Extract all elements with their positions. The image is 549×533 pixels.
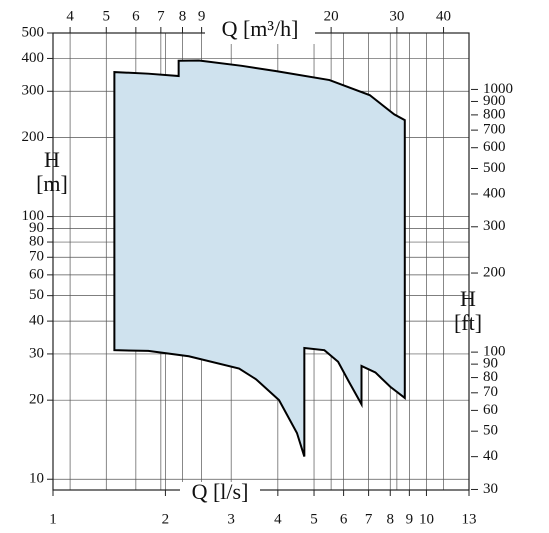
y2-tick-label: 400: [483, 185, 506, 201]
y-tick-label: 10: [29, 471, 44, 487]
y-tick-label: 500: [22, 24, 45, 40]
y2-tick-label: 500: [483, 160, 506, 176]
y2-tick-label: 1000: [483, 81, 513, 97]
x-tick-label: 10: [419, 511, 434, 527]
x-tick-label: 8: [387, 511, 395, 527]
y2-tick-label: 700: [483, 122, 506, 138]
title-backdrop: [180, 482, 260, 506]
y-tick-label: 20: [29, 392, 44, 408]
x-tick-label: 4: [274, 511, 282, 527]
x2-tick-label: 40: [436, 8, 451, 24]
y2-tick-label: 70: [483, 384, 498, 400]
x2-tick-label: 30: [389, 8, 404, 24]
y-axis-title: H: [44, 147, 60, 172]
y2-tick-label: 300: [483, 218, 506, 234]
y2-tick-label: 30: [483, 481, 498, 497]
x2-axis-title: Q [m³/h]: [222, 16, 299, 41]
y-tick-label: 70: [29, 249, 44, 265]
y2-axis-title: [ft]: [454, 310, 482, 335]
x-tick-label: 7: [365, 511, 373, 527]
x2-tick-label: 5: [103, 8, 111, 24]
x-tick-label: 9: [406, 511, 414, 527]
x-tick-label: 3: [227, 511, 235, 527]
y-tick-label: 40: [29, 313, 44, 329]
x-axis-title: Q [l/s]: [192, 479, 249, 504]
y2-axis-title: H: [460, 286, 476, 311]
title-backdrop: [205, 20, 315, 44]
y-tick-label: 90: [29, 220, 44, 236]
x-tick-label: 5: [310, 511, 318, 527]
y-tick-label: 100: [22, 208, 45, 224]
y2-tick-label: 100: [483, 344, 506, 360]
x-tick-label: 6: [340, 511, 348, 527]
y-tick-label: 200: [22, 129, 45, 145]
y2-tick-label: 900: [483, 93, 506, 109]
y2-tick-label: 50: [483, 423, 498, 439]
y2-tick-label: 800: [483, 106, 506, 122]
y2-tick-label: 600: [483, 139, 506, 155]
x2-tick-label: 4: [66, 8, 74, 24]
x2-tick-label: 9: [198, 8, 206, 24]
y-tick-label: 300: [22, 83, 45, 99]
y-tick-label: 30: [29, 345, 44, 361]
y2-tick-label: 80: [483, 369, 498, 385]
y2-tick-label: 200: [483, 264, 506, 280]
y2-tick-label: 90: [483, 356, 498, 372]
x2-tick-label: 7: [157, 8, 165, 24]
envelope-area: [113, 59, 406, 457]
y-tick-label: 80: [29, 233, 44, 249]
y2-tick-label: 40: [483, 448, 498, 464]
x-tick-label: 1: [49, 511, 57, 527]
x2-tick-label: 20: [324, 8, 339, 24]
y-tick-label: 400: [22, 50, 45, 66]
y2-tick-label: 60: [483, 402, 498, 418]
y-axis-title: [m]: [36, 171, 68, 196]
y-tick-label: 60: [29, 266, 44, 282]
x2-tick-label: 8: [179, 8, 187, 24]
x-tick-label: 2: [162, 511, 170, 527]
x2-tick-label: 6: [132, 8, 140, 24]
x-tick-label: 13: [462, 511, 477, 527]
y-tick-label: 50: [29, 287, 44, 303]
